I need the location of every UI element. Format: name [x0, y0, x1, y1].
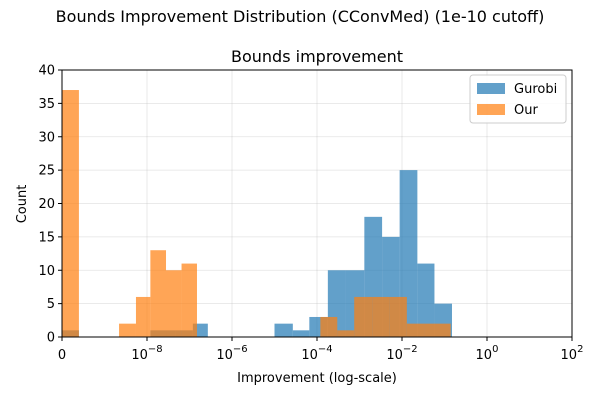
figure-suptitle: Bounds Improvement Distribution (CConvMe… [56, 7, 545, 26]
bar-our [320, 316, 338, 337]
histogram-bars [62, 90, 452, 338]
x-tick-label: 10−6 [216, 344, 247, 363]
bar-gurobi [417, 263, 435, 337]
legend-swatch-our [477, 104, 505, 115]
chart-title: Bounds improvement [231, 47, 403, 66]
bar-our [337, 330, 355, 337]
bar-our [181, 263, 197, 337]
x-axis-label: Improvement (log-scale) [237, 371, 397, 386]
y-axis-label: Count [15, 185, 30, 224]
y-tick-label: 5 [47, 297, 55, 312]
y-tick-label: 15 [38, 230, 55, 245]
y-tick-label: 0 [47, 331, 55, 346]
x-tick-label: 10−4 [301, 344, 332, 363]
bar-gurobi [399, 170, 418, 337]
legend: Gurobi Our [469, 74, 567, 124]
x-tick-label: 100 [476, 344, 499, 363]
bar-our [389, 296, 407, 337]
y-tick-label: 35 [38, 97, 55, 112]
bar-our [406, 323, 425, 337]
legend-swatch-gurobi [477, 83, 505, 94]
bar-our [62, 90, 79, 338]
y-axis-ticks: 0 5 10 15 20 25 30 35 40 [38, 64, 62, 346]
bar-gurobi [274, 323, 293, 337]
y-tick-label: 40 [38, 64, 55, 79]
y-tick-label: 30 [38, 130, 55, 145]
legend-label-gurobi: Gurobi [514, 82, 557, 97]
bar-our [119, 323, 136, 337]
y-tick-label: 20 [38, 197, 55, 212]
x-tick-label: 10−8 [131, 344, 162, 363]
bar-our [372, 296, 390, 337]
y-tick-label: 25 [38, 164, 55, 179]
x-axis-ticks: 0 10−8 10−6 10−4 10−2 100 102 [58, 337, 584, 363]
bar-our [135, 296, 151, 337]
x-tick-label: 102 [561, 344, 584, 363]
bar-our [424, 323, 451, 337]
bar-our [166, 270, 182, 337]
bar-our [354, 296, 373, 337]
bar-gurobi [292, 330, 310, 337]
x-tick-label: 10−2 [386, 344, 417, 363]
bar-our [150, 250, 167, 337]
legend-label-our: Our [514, 103, 538, 118]
x-tick-label: 0 [58, 348, 66, 363]
y-tick-label: 10 [38, 264, 55, 279]
